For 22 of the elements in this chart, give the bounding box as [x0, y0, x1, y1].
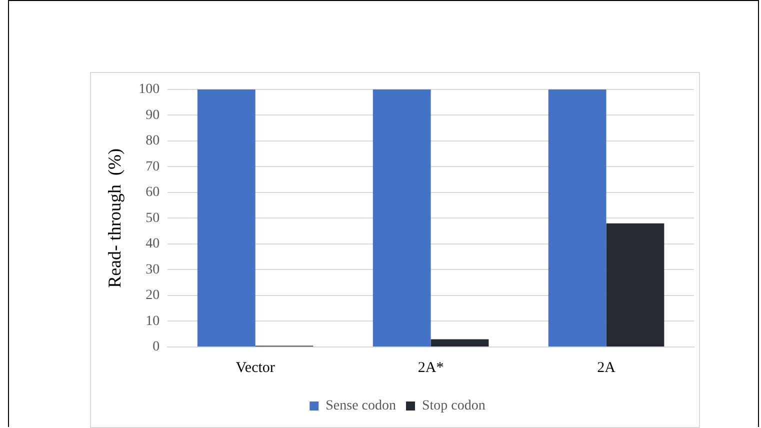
- y-tick-label: 100: [138, 82, 160, 98]
- bar: [606, 223, 664, 346]
- legend-label: Stop codon: [422, 398, 486, 414]
- bar: [372, 89, 431, 346]
- y-tick-label: 0: [152, 340, 160, 355]
- y-tick-label: 50: [146, 210, 160, 226]
- bar: [197, 89, 256, 346]
- y-tick-label: 70: [146, 159, 160, 174]
- y-axis-title: Read- through (%): [104, 148, 125, 288]
- x-tick-label: Vector: [236, 360, 275, 376]
- y-tick-label: 80: [146, 134, 160, 149]
- y-tick-label: 40: [146, 236, 160, 252]
- bar: [548, 89, 606, 346]
- y-tick-label: 60: [146, 185, 160, 200]
- y-tick-label: 20: [146, 288, 160, 304]
- y-tick-label: 30: [146, 262, 160, 278]
- y-tick-label: 90: [146, 108, 160, 123]
- bar: [430, 339, 489, 346]
- y-tick-label: 10: [146, 314, 160, 329]
- legend-label: Sense codon: [326, 398, 396, 414]
- x-tick-label: 2A*: [418, 360, 444, 376]
- x-tick-label: 2A: [597, 360, 616, 376]
